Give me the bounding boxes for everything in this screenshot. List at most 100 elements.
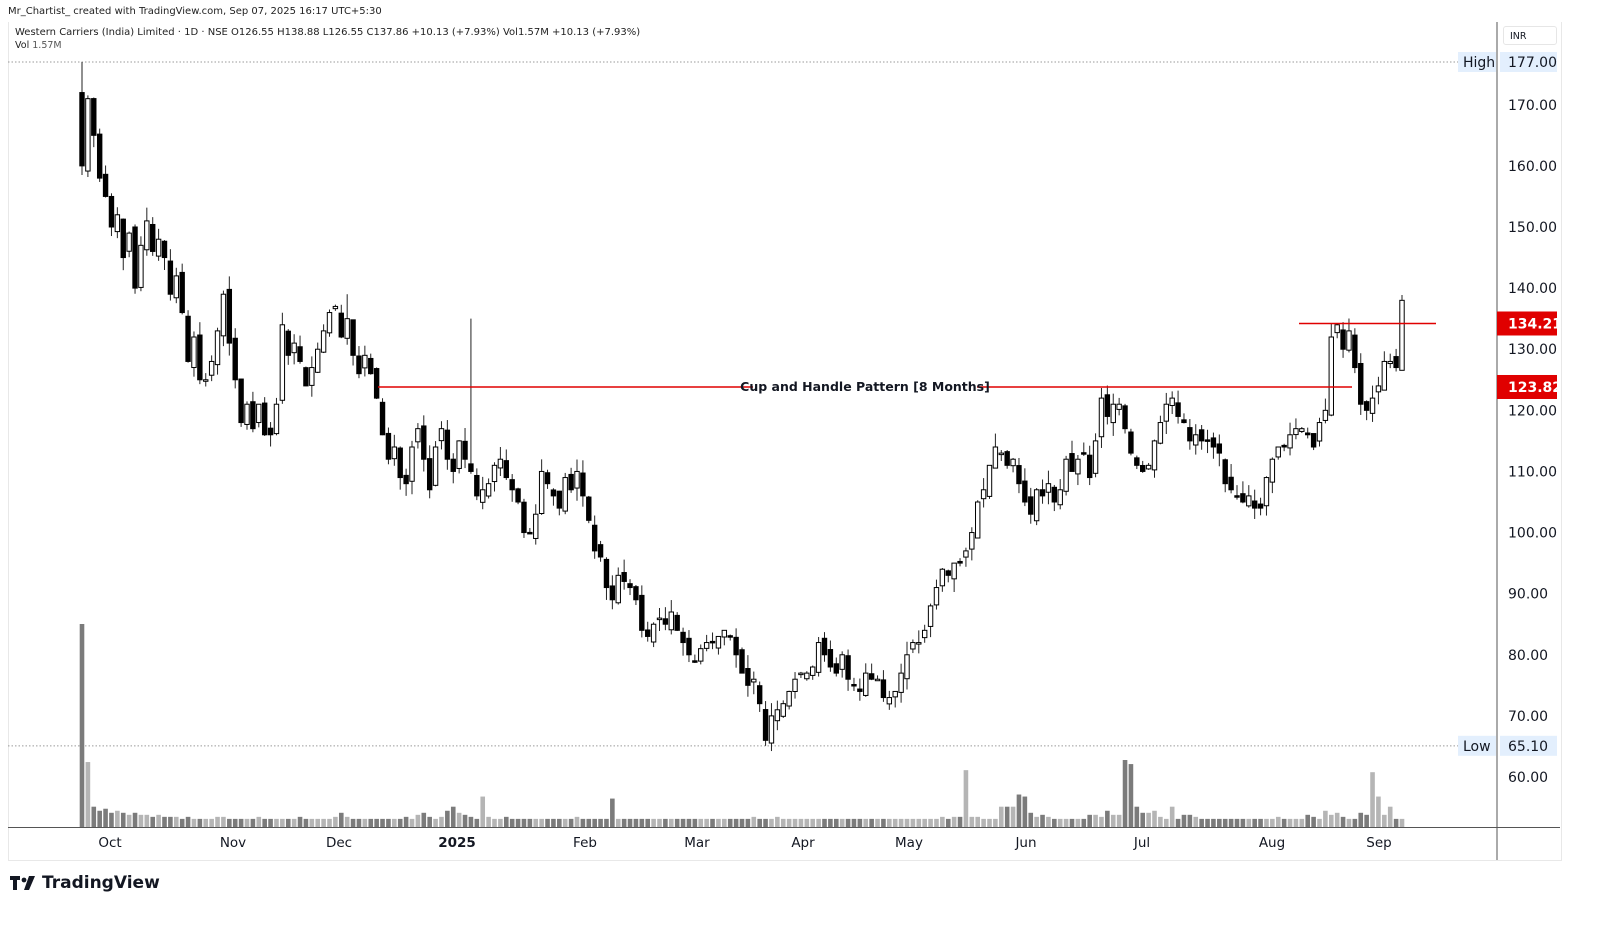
candle-down: [1187, 427, 1193, 442]
volume-bar: [610, 798, 615, 827]
chart-credit: Mr_Chartist_ created with TradingView.co…: [8, 6, 382, 17]
candle-down: [692, 660, 698, 663]
candle-down: [303, 367, 309, 387]
candle-up: [992, 446, 999, 469]
candle-up: [886, 697, 893, 705]
candle-up: [1334, 324, 1340, 334]
candle-down: [250, 401, 256, 430]
candle-up: [1328, 336, 1334, 416]
currency-selector[interactable]: INR: [1503, 26, 1557, 45]
candle-up: [220, 293, 227, 337]
candle-up: [898, 672, 904, 693]
candle-down: [1140, 464, 1146, 472]
candle-down: [1228, 476, 1234, 491]
volume-bar: [551, 818, 556, 827]
candle-up: [815, 642, 822, 673]
candle-down: [639, 594, 645, 631]
tradingview-logo-icon: [10, 876, 35, 890]
candle-down: [1022, 480, 1028, 503]
candle-up: [1163, 403, 1169, 422]
candle-down: [1028, 496, 1034, 515]
volume-bar: [810, 818, 816, 827]
candle-down: [462, 440, 468, 460]
candles: [79, 62, 1405, 752]
volume-bar: [274, 818, 279, 827]
volume-bar: [987, 818, 992, 827]
candle-down: [591, 524, 598, 552]
volume-bar: [362, 818, 368, 827]
candle-down: [1128, 431, 1134, 454]
candle-down: [544, 472, 551, 485]
volume-bar: [1158, 816, 1163, 827]
volume-bar: [769, 818, 774, 827]
candle-down: [733, 636, 739, 656]
volume-bar: [368, 818, 374, 827]
volume-bar: [1228, 818, 1234, 827]
candle-up: [810, 666, 816, 676]
volume-bar: [468, 816, 474, 827]
candle-up: [1193, 434, 1199, 446]
candle-down: [1340, 329, 1346, 350]
candle-up: [1287, 434, 1293, 449]
candle-up: [1157, 422, 1164, 444]
volume-bars: [79, 624, 1405, 827]
candle-up: [273, 403, 280, 435]
volume-bar: [828, 818, 833, 827]
candle-up: [320, 330, 327, 353]
candle-down: [762, 709, 769, 741]
candle-down: [167, 260, 174, 295]
volume-bar: [221, 816, 226, 827]
candle-up: [698, 648, 704, 662]
volume-bar: [456, 812, 462, 827]
volume-bar: [934, 818, 939, 827]
candle-up: [173, 275, 179, 299]
low-value-bg: [1500, 735, 1557, 756]
volume-bar: [1293, 818, 1299, 827]
candle-up: [774, 709, 781, 722]
volume-bar: [173, 816, 179, 827]
volume-bar: [215, 816, 220, 827]
volume-bar: [445, 810, 450, 827]
volume-bar: [1358, 812, 1364, 827]
candle-up: [951, 562, 957, 580]
volume-bar: [745, 818, 751, 827]
volume-bar: [1211, 818, 1216, 827]
high-label-bg: [1458, 52, 1496, 72]
symbol-legend: Western Carriers (India) Limited · 1D · …: [15, 27, 641, 38]
volume-bar: [1099, 816, 1104, 827]
y-tick: 100.00: [1508, 526, 1557, 542]
candle-down: [356, 355, 362, 375]
volume-bar: [763, 818, 768, 827]
x-tick: Mar: [684, 835, 710, 851]
volume-bar: [327, 818, 332, 827]
candle-down: [1086, 454, 1093, 479]
volume-bar: [144, 814, 150, 827]
volume-bar: [1046, 816, 1051, 827]
volume-bar: [1140, 812, 1146, 827]
volume-bar: [1134, 806, 1140, 827]
volume-bar: [1199, 818, 1204, 827]
candle-down: [403, 474, 409, 485]
y-tick: 120.00: [1508, 403, 1557, 419]
volume-bar: [545, 818, 550, 827]
candle-up: [1033, 489, 1040, 522]
x-tick: Aug: [1259, 835, 1285, 851]
candle-up: [927, 605, 934, 627]
candle-down: [1257, 503, 1264, 509]
candle-up: [921, 629, 928, 639]
volume-bar: [898, 818, 904, 827]
candle-up: [332, 305, 339, 310]
candle-down: [179, 271, 185, 314]
volume-bar: [604, 818, 609, 827]
volume-bar: [733, 818, 739, 827]
candle-down: [568, 473, 574, 491]
candle-down: [868, 673, 875, 680]
candle-down: [1240, 493, 1246, 503]
x-tick: May: [895, 835, 923, 851]
volume-bar: [403, 816, 409, 827]
candle-down: [444, 429, 451, 460]
volume-bar: [798, 818, 804, 827]
candle-down: [238, 378, 244, 424]
candle-up: [126, 232, 132, 252]
